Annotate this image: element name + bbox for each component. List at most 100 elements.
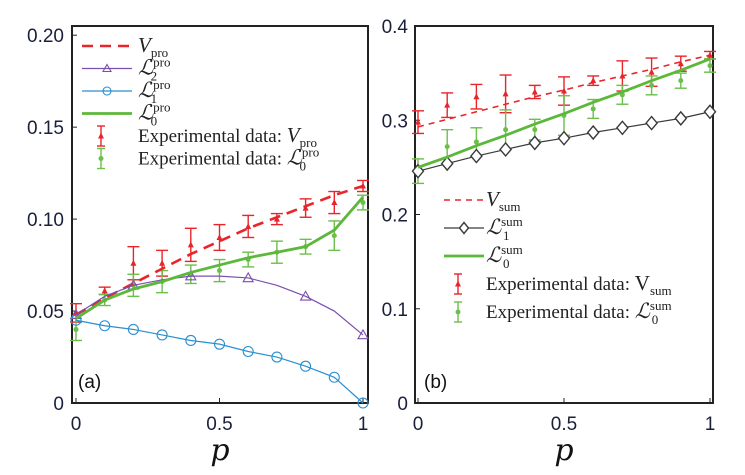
point-marker <box>502 90 509 97</box>
legend-label-subscript: 1 <box>151 91 158 106</box>
panel-tag: (b) <box>424 372 447 393</box>
circle-marker <box>99 320 111 332</box>
legend-label: Experimental data: Vsum <box>486 271 672 298</box>
legend-item: ℒpro 2 <box>82 55 170 84</box>
legend-label-text: Experimental data: <box>486 274 635 295</box>
y-tick-label: 0 <box>397 394 408 415</box>
legend-label-symbol: ℒ <box>138 78 154 102</box>
diamond-marker <box>458 221 470 235</box>
legend-label-subscript: 0 <box>299 159 306 174</box>
series-line <box>75 196 365 320</box>
point-marker <box>98 132 104 139</box>
point-marker <box>73 326 79 332</box>
y-tick-label: 0.1 <box>382 300 408 321</box>
point-marker <box>503 127 509 133</box>
y-tick-label: 0.05 <box>27 302 64 323</box>
legend-label: ℒpro 2 <box>138 55 170 84</box>
x-tick-label: 0 <box>71 414 82 435</box>
point-marker <box>473 139 479 145</box>
point-marker <box>187 241 194 248</box>
legend-label-subscript: 2 <box>151 69 158 84</box>
diamond-marker <box>469 148 483 164</box>
point-marker <box>649 82 655 88</box>
legend-label-text: Experimental data: <box>138 126 287 147</box>
point-marker <box>415 118 421 125</box>
legend-label-superscript: pro <box>153 55 170 70</box>
series-L1_sum <box>411 104 717 179</box>
point-marker <box>532 127 538 133</box>
triangle-marker <box>70 308 82 320</box>
triangle-marker <box>102 63 112 73</box>
circle-marker <box>127 323 139 335</box>
legend-label-symbol: V <box>486 187 501 211</box>
series-line <box>75 319 364 404</box>
triangle-marker <box>357 328 369 340</box>
legend-label-superscript: pro <box>153 100 170 115</box>
x-tick-label: 0.5 <box>206 414 232 435</box>
circle-marker <box>242 345 254 358</box>
point-marker <box>677 60 684 67</box>
legend-label-superscript: sum <box>501 214 523 229</box>
legend-label-symbol: ℒ <box>287 146 303 170</box>
legend-label-text: Experimental data: <box>486 302 635 323</box>
point-marker <box>455 309 461 315</box>
panel-tag: (a) <box>78 372 101 393</box>
point-marker <box>331 199 338 206</box>
series-L0_sum <box>417 57 711 169</box>
series-L0_pro <box>75 196 365 320</box>
point-marker <box>561 87 567 94</box>
legend-item: Experimental data: Vsum <box>454 271 672 298</box>
circle-marker <box>271 351 283 363</box>
legend-item: Experimental data: Vpro <box>97 123 317 150</box>
diamond-marker <box>674 110 688 126</box>
legend-item: ℒpro 0 <box>82 100 170 129</box>
x-tick-label: 1 <box>705 414 716 435</box>
legend-item: Experimental data: ℒpro 0 <box>97 145 319 174</box>
legend-item: ℒsum 1 <box>444 214 523 243</box>
triangle-marker <box>184 269 197 281</box>
y-tick-label: 0.10 <box>27 210 64 231</box>
point-marker <box>455 280 461 287</box>
point-marker <box>217 268 222 274</box>
legend-label-text: Experimental data: <box>138 149 287 170</box>
triangle-marker <box>299 290 312 301</box>
legend-label-subscript: 0 <box>151 114 158 129</box>
errorbar-series-0 <box>70 179 369 323</box>
legend-label: Experimental data: ℒsum 0 <box>486 298 672 327</box>
point-marker <box>98 156 104 161</box>
point-marker <box>216 233 223 240</box>
x-tick-label: 0.5 <box>551 414 577 435</box>
triangle-marker <box>242 271 255 283</box>
point-marker <box>360 200 366 206</box>
legend-label: ℒpro 1 <box>138 77 170 106</box>
series-L1_pro <box>70 314 369 409</box>
diamond-marker <box>557 130 571 146</box>
legend-label-superscript: sum <box>501 242 523 257</box>
legend-item: Vsum <box>444 187 521 214</box>
diamond-marker <box>703 104 717 120</box>
legend-label-subscript: pro <box>300 135 317 150</box>
series-line <box>75 275 364 336</box>
diamond-marker <box>528 135 542 151</box>
y-tick-label: 0.4 <box>382 17 409 38</box>
legend-item: Vpro <box>82 33 168 60</box>
legend-label-subscript: pro <box>151 45 168 60</box>
plot-frame <box>71 25 369 404</box>
legend-label-symbol: V <box>287 123 302 147</box>
legend-label: Experimental data: ℒpro 0 <box>138 145 319 174</box>
legend-label-subscript: sum <box>650 283 672 298</box>
legend-item: ℒpro 1 <box>82 77 170 106</box>
diamond-marker <box>645 115 659 131</box>
circle-marker <box>102 86 112 96</box>
legend-label-symbol: V <box>635 271 650 295</box>
legend-label-symbol: ℒ <box>486 243 502 267</box>
circle-marker <box>300 360 312 372</box>
x-tick-label: 0 <box>413 414 424 435</box>
legend-item: ℒsum 0 <box>444 242 523 271</box>
y-tick-label: 0 <box>53 394 64 415</box>
y-tick-label: 0.3 <box>382 111 408 132</box>
series-line <box>417 57 711 169</box>
circle-marker <box>213 338 226 350</box>
